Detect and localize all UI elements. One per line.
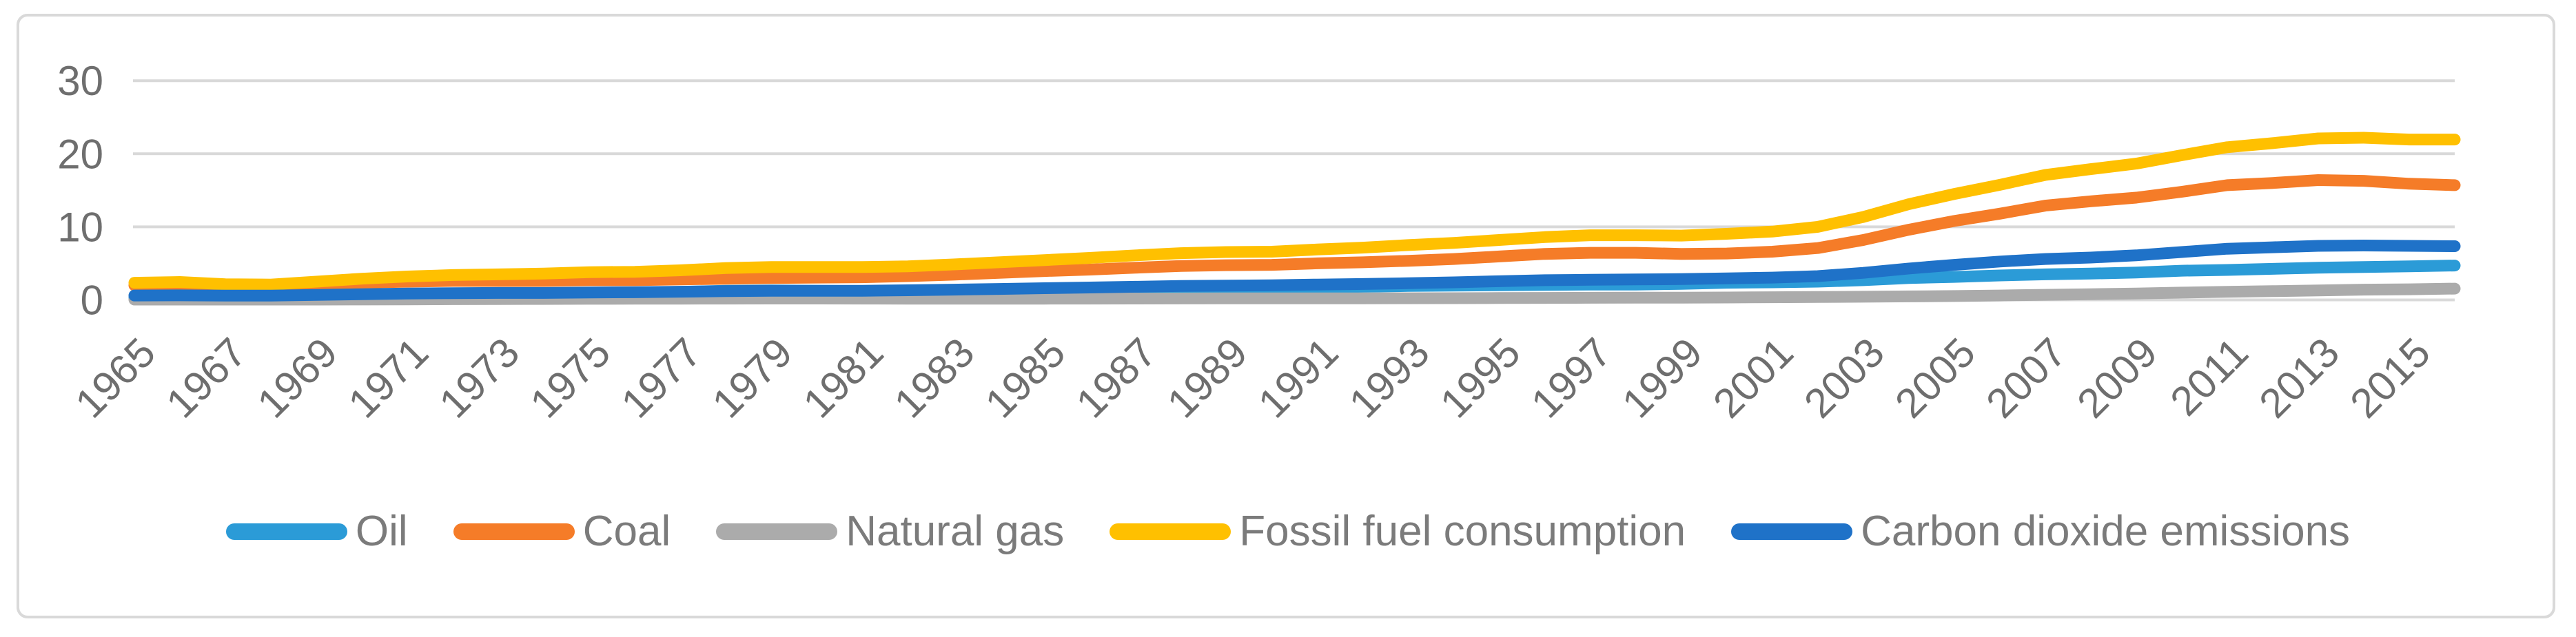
legend-item-oil: Oil <box>225 508 408 555</box>
x-tick-label-2007: 2007 <box>1977 329 2075 427</box>
x-tick-label-1993: 1993 <box>1340 329 1438 427</box>
legend-swatch-carbon-dioxide-emissions <box>1731 523 1853 541</box>
x-tick-label-1999: 1999 <box>1613 329 1711 427</box>
series-line-coal <box>128 174 2461 293</box>
series-line-natural-gas <box>128 282 2461 306</box>
x-tick-label-1965: 1965 <box>66 329 164 427</box>
x-tick-label-1977: 1977 <box>613 329 711 427</box>
x-tick-label-1981: 1981 <box>795 329 892 427</box>
legend-item-coal: Coal <box>453 508 671 555</box>
legend-label-natural-gas: Natural gas <box>846 508 1065 555</box>
y-tick-label-30: 30 <box>57 58 103 104</box>
x-tick-label-2003: 2003 <box>1795 329 1893 427</box>
x-tick-label-1979: 1979 <box>704 329 801 427</box>
x-tick-label-2005: 2005 <box>1886 329 1984 427</box>
legend-item-carbon-dioxide-emissions: Carbon dioxide emissions <box>1731 508 2350 555</box>
x-tick-label-1997: 1997 <box>1522 329 1620 427</box>
x-tick-label-1969: 1969 <box>249 329 347 427</box>
series-line-fossil-fuel-consumption <box>128 132 2461 291</box>
x-tick-label-1995: 1995 <box>1431 329 1529 427</box>
x-tick-label-2009: 2009 <box>2068 329 2166 427</box>
legend-label-carbon-dioxide-emissions: Carbon dioxide emissions <box>1861 508 2351 555</box>
y-tick-label-0: 0 <box>81 278 103 324</box>
x-tick-label-1983: 1983 <box>886 329 983 427</box>
x-tick-label-2011: 2011 <box>2161 329 2257 425</box>
x-tick-label-2013: 2013 <box>2250 329 2348 427</box>
x-tick-label-1973: 1973 <box>431 329 529 427</box>
x-tick-label-2001: 2001 <box>1704 329 1802 427</box>
x-tick-label-1989: 1989 <box>1158 329 1256 427</box>
legend-swatch-coal <box>453 523 575 541</box>
x-tick-label-1975: 1975 <box>522 329 620 427</box>
legend-swatch-natural-gas <box>716 523 838 541</box>
legend-label-fossil-fuel-consumption: Fossil fuel consumption <box>1239 508 1686 555</box>
x-tick-label-1987: 1987 <box>1067 329 1165 427</box>
legend-item-fossil-fuel-consumption: Fossil fuel consumption <box>1110 508 1686 555</box>
x-tick-label-2015: 2015 <box>2341 329 2439 427</box>
legend-label-oil: Oil <box>355 508 408 555</box>
x-tick-label-1967: 1967 <box>157 329 255 427</box>
legend-swatch-oil <box>225 523 347 541</box>
legend: Oil Coal Natural gas Fossil fuel consumptio… <box>0 508 2576 555</box>
x-tick-label-1991: 1991 <box>1249 329 1347 427</box>
series-line-carbon-dioxide-emissions <box>128 240 2461 302</box>
x-tick-label-1971: 1971 <box>340 329 438 427</box>
y-tick-label-10: 10 <box>57 204 103 250</box>
legend-swatch-fossil-fuel-consumption <box>1110 523 1231 541</box>
legend-label-coal: Coal <box>582 508 671 555</box>
y-tick-label-20: 20 <box>57 131 103 177</box>
legend-item-natural-gas: Natural gas <box>716 508 1064 555</box>
x-tick-label-1985: 1985 <box>977 329 1074 427</box>
